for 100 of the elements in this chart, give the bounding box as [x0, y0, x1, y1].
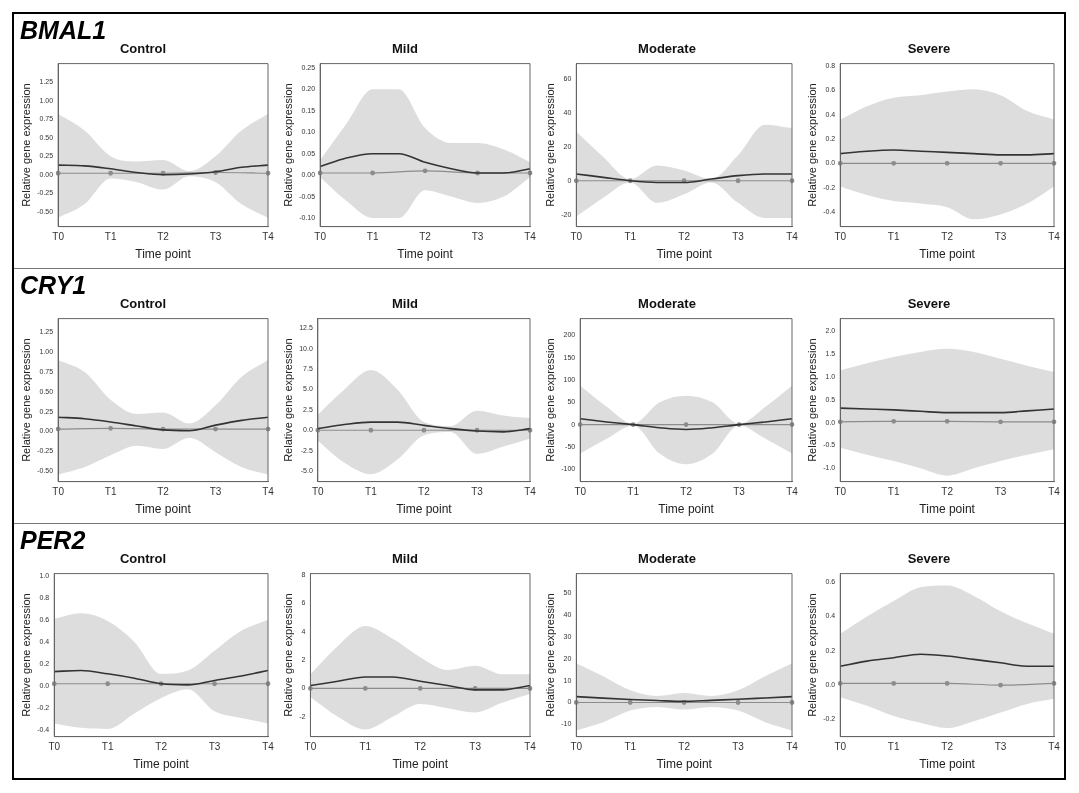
x-tick-label: T3	[209, 486, 222, 498]
chart-title: Severe	[907, 41, 951, 57]
x-axis-title: Time point	[656, 757, 713, 772]
x-tick-label: T2	[414, 741, 427, 753]
x-tick-label: T2	[678, 741, 691, 753]
x-tick-label: T1	[365, 486, 378, 498]
chart-title: Control	[119, 41, 167, 57]
x-tick-label: T1	[627, 486, 640, 498]
x-tick-label: T0	[52, 486, 65, 498]
x-tick-label: T0	[314, 231, 327, 243]
x-tick-label: T3	[732, 741, 745, 753]
x-tick-label: T2	[418, 486, 431, 498]
line-series	[53, 669, 269, 686]
y-axis-title: Relative gene expression	[19, 338, 32, 462]
y-axis-title: Relative gene expression	[281, 593, 294, 717]
line-series	[839, 653, 1055, 668]
line-series	[579, 418, 793, 431]
x-tick-label: T2	[678, 231, 691, 243]
x-tick-label: T1	[104, 231, 117, 243]
x-tick-label: T4	[786, 231, 799, 243]
x-tick-label: T3	[471, 231, 484, 243]
y-axis-title: Relative gene expression	[805, 338, 818, 462]
y-axis-title: Relative gene expression	[805, 593, 818, 717]
x-tick-label: T0	[834, 741, 847, 753]
x-tick-label: T3	[994, 486, 1007, 498]
x-tick-label: T3	[732, 231, 745, 243]
line-series	[317, 421, 531, 433]
x-tick-label: T1	[887, 231, 900, 243]
x-axis-title: Time point	[392, 757, 449, 772]
x-tick-label: T0	[834, 231, 847, 243]
x-tick-label: T1	[887, 741, 900, 753]
x-tick-label: T1	[887, 486, 900, 498]
x-axis-title: Time point	[396, 502, 453, 517]
x-tick-label: T2	[941, 231, 954, 243]
y-axis-title: Relative gene expression	[19, 83, 32, 207]
x-tick-label: T1	[101, 741, 114, 753]
x-tick-label: T1	[624, 231, 637, 243]
line-series	[57, 416, 269, 432]
x-tick-label: T0	[311, 486, 325, 498]
chart-title: Control	[119, 296, 167, 312]
x-axis-title: Time point	[919, 757, 976, 772]
line-series	[57, 164, 269, 176]
chart-title: Severe	[907, 551, 951, 567]
x-tick-label: T1	[104, 486, 117, 498]
y-axis-title: Relative gene expression	[543, 593, 556, 717]
x-tick-label: T4	[524, 741, 537, 753]
y-axis-title: Relative gene expression	[543, 338, 556, 462]
x-tick-label: T4	[786, 486, 799, 498]
x-tick-label: T3	[994, 741, 1007, 753]
line-series	[575, 173, 793, 184]
x-axis-title: Time point	[656, 247, 713, 262]
x-tick-label: T3	[208, 741, 221, 753]
x-tick-label: T0	[570, 231, 583, 243]
chart-title: Mild	[392, 41, 419, 57]
x-tick-label: T3	[469, 741, 482, 753]
x-axis-title: Time point	[919, 247, 976, 262]
x-tick-label: T0	[834, 486, 847, 498]
x-tick-label: T4	[1048, 741, 1061, 753]
y-axis-title: Relative gene expression	[281, 338, 294, 462]
x-axis-title: Time point	[658, 502, 715, 517]
line-series	[319, 152, 531, 174]
chart-title: Mild	[392, 551, 419, 567]
x-axis-title: Time point	[919, 502, 976, 517]
chart-title: Mild	[392, 296, 419, 312]
x-tick-label: T0	[574, 486, 587, 498]
x-tick-label: T0	[52, 231, 65, 243]
x-tick-label: T2	[941, 486, 954, 498]
x-tick-label: T0	[304, 741, 317, 753]
x-tick-label: T4	[262, 486, 275, 498]
x-tick-label: T4	[262, 231, 275, 243]
chart-subtitle: BMAL1	[20, 16, 107, 45]
y-axis-title: Relative gene expression	[281, 83, 294, 207]
x-axis-title: Time point	[397, 247, 454, 262]
x-tick-label: T2	[419, 231, 432, 243]
x-tick-label: T3	[733, 486, 746, 498]
x-axis-title: Time point	[133, 757, 190, 772]
x-tick-label: T4	[786, 741, 799, 753]
line-series	[309, 676, 531, 691]
x-tick-label: T3	[471, 486, 484, 498]
chart-title: Control	[119, 551, 167, 567]
x-tick-label: T2	[941, 741, 954, 753]
x-axis-title: Time point	[135, 247, 192, 262]
chart-subtitle: PER2	[20, 526, 86, 555]
y-axis-title: Relative gene expression	[543, 83, 556, 207]
x-tick-label: T0	[570, 741, 583, 753]
x-tick-label: T1	[624, 741, 637, 753]
chart-title: Moderate	[638, 296, 696, 312]
x-tick-label: T2	[680, 486, 693, 498]
x-tick-label: T1	[366, 231, 379, 243]
x-tick-label: T4	[262, 741, 275, 753]
x-axis-title: Time point	[135, 502, 192, 517]
chart-title: Moderate	[638, 41, 696, 57]
chart-subtitle: CRY1	[20, 271, 87, 300]
x-tick-label: T2	[157, 231, 170, 243]
x-tick-label: T0	[48, 741, 61, 753]
chart-title: Severe	[907, 296, 951, 312]
x-tick-label: T4	[524, 486, 537, 498]
x-tick-label: T2	[155, 741, 168, 753]
x-tick-label: T3	[994, 231, 1007, 243]
y-axis-title: Relative gene expression	[19, 593, 32, 717]
